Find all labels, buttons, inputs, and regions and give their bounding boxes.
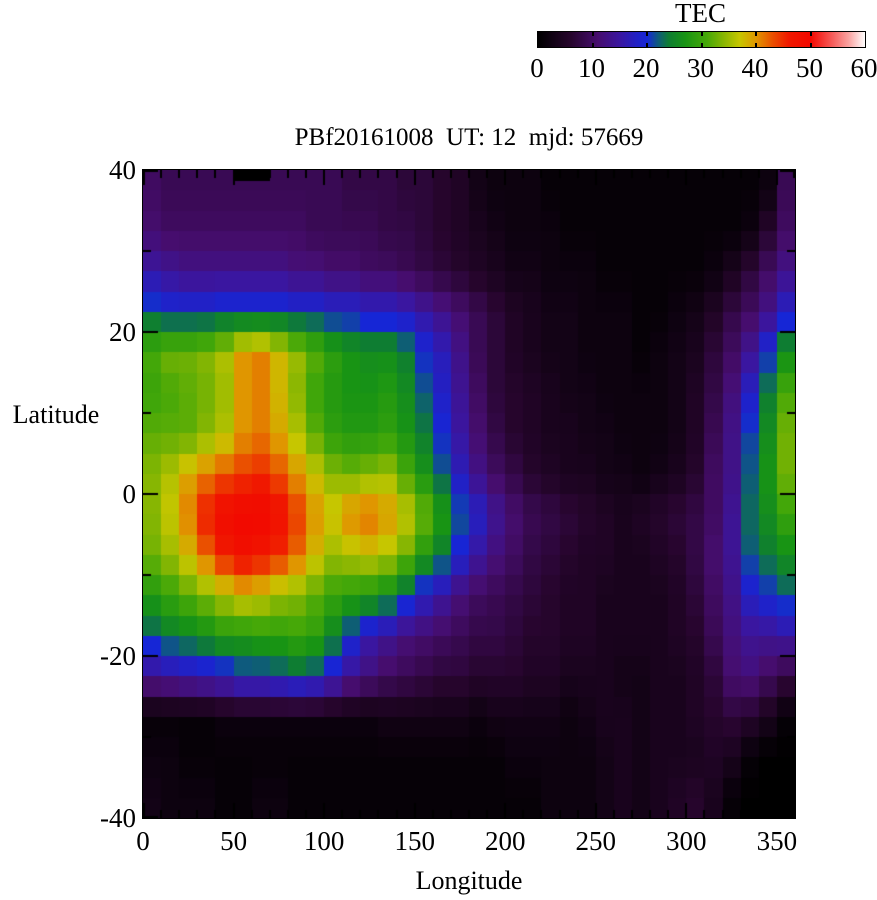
x-tick-label: 350 (756, 826, 798, 856)
colorbar-tick-mark (591, 32, 594, 36)
colorbar-tick-label: 10 (578, 53, 605, 83)
x-axis-label: Longitude (415, 866, 523, 895)
colorbar-tick-mark (591, 43, 594, 47)
colorbar-gradient (537, 31, 866, 48)
colorbar-tick-label: 60 (850, 53, 877, 83)
colorbar-tick-mark (700, 43, 703, 47)
colorbar-tick-mark (755, 43, 757, 47)
tec-heatmap-canvas (143, 170, 795, 818)
plot-area (142, 169, 796, 819)
y-tick-label: 40 (109, 155, 136, 185)
colorbar-tick-mark (646, 32, 648, 36)
y-tick-label: -20 (100, 641, 136, 671)
x-tick-label: 300 (666, 826, 707, 856)
y-tick-label: -40 (100, 803, 136, 833)
colorbar-title: TEC (675, 0, 726, 28)
x-tick-label: 100 (303, 826, 345, 856)
colorbar-tick-mark (755, 32, 757, 36)
x-tick-label: 50 (220, 826, 248, 856)
colorbar-tick-label: 30 (687, 53, 714, 83)
y-tick-label: 20 (109, 317, 136, 347)
plot-title: PBf20161008 UT: 12 mjd: 57669 (294, 124, 644, 151)
colorbar-tick-label: 20 (632, 53, 660, 83)
colorbar-tick-mark (646, 43, 648, 47)
colorbar-tick-mark (809, 32, 812, 36)
x-tick-label: 200 (484, 826, 526, 856)
colorbar-tick-mark (809, 43, 812, 47)
colorbar-tick-mark (700, 32, 703, 36)
x-tick-label: 0 (136, 826, 150, 856)
y-tick-label: 0 (122, 479, 137, 509)
colorbar-tick-label: 50 (796, 53, 823, 83)
x-tick-label: 150 (394, 826, 435, 856)
colorbar-tick-label: 40 (741, 53, 769, 83)
x-tick-label: 250 (575, 826, 617, 856)
y-axis-label: Latitude (12, 400, 100, 429)
colorbar-tick-label: 0 (530, 53, 544, 83)
